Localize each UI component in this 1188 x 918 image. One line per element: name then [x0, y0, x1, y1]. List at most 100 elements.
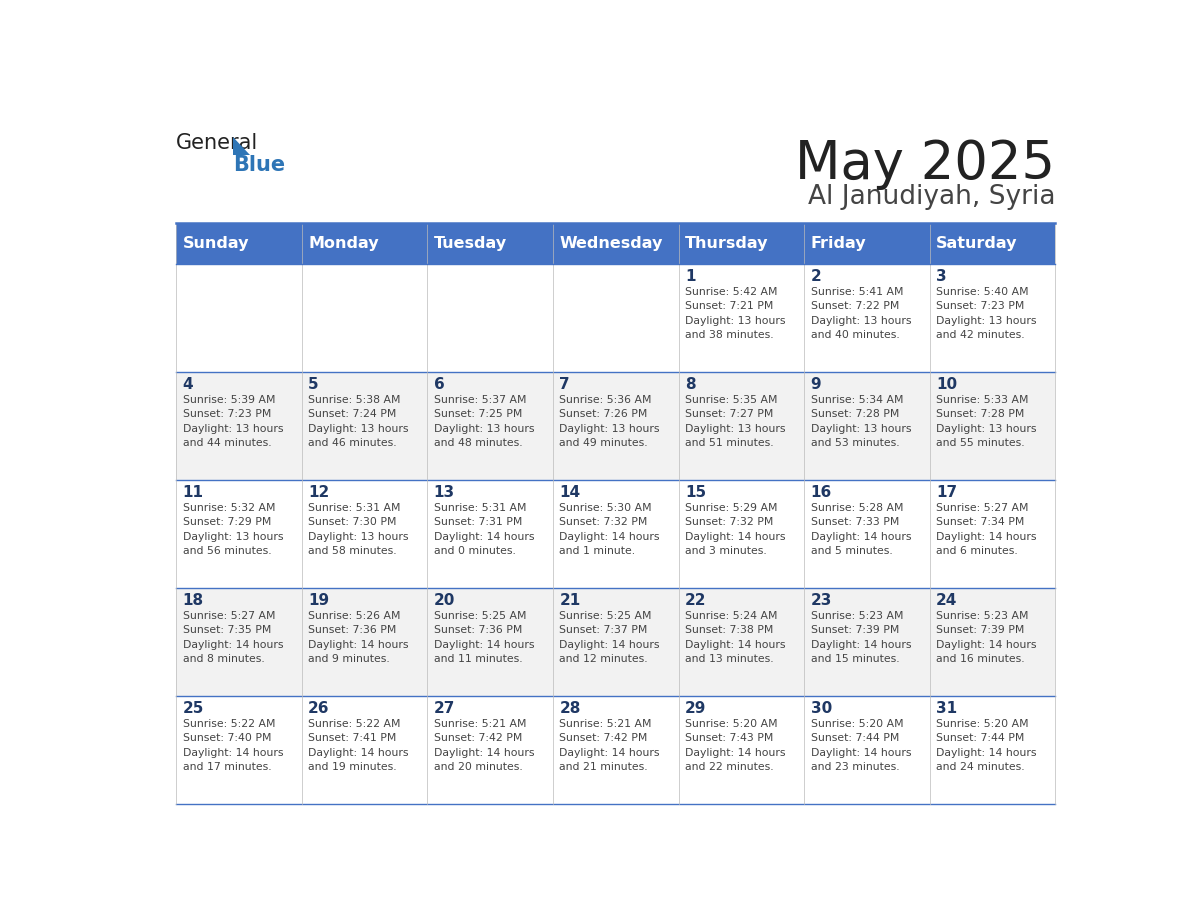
Bar [930, 696, 1055, 804]
Bar [930, 373, 1055, 480]
Text: Sunrise: 5:21 AM
Sunset: 7:42 PM
Daylight: 14 hours
and 20 minutes.: Sunrise: 5:21 AM Sunset: 7:42 PM Dayligh… [434, 719, 535, 772]
Text: May 2025: May 2025 [796, 139, 1055, 190]
Text: 8: 8 [685, 377, 696, 392]
Text: 26: 26 [308, 701, 330, 716]
Text: Sunrise: 5:33 AM
Sunset: 7:28 PM
Daylight: 13 hours
and 55 minutes.: Sunrise: 5:33 AM Sunset: 7:28 PM Dayligh… [936, 395, 1037, 448]
Bar [428, 480, 552, 588]
Text: Monday: Monday [308, 236, 379, 252]
Text: 4: 4 [183, 377, 194, 392]
Text: 22: 22 [685, 593, 707, 609]
Bar [804, 696, 930, 804]
Polygon shape [233, 137, 249, 155]
Text: Sunrise: 5:21 AM
Sunset: 7:42 PM
Daylight: 14 hours
and 21 minutes.: Sunrise: 5:21 AM Sunset: 7:42 PM Dayligh… [560, 719, 659, 772]
Text: 12: 12 [308, 486, 329, 500]
Text: 14: 14 [560, 486, 581, 500]
Text: Sunrise: 5:32 AM
Sunset: 7:29 PM
Daylight: 13 hours
and 56 minutes.: Sunrise: 5:32 AM Sunset: 7:29 PM Dayligh… [183, 503, 283, 556]
Bar [678, 223, 804, 264]
Bar [176, 373, 302, 480]
Text: Sunrise: 5:20 AM
Sunset: 7:44 PM
Daylight: 14 hours
and 24 minutes.: Sunrise: 5:20 AM Sunset: 7:44 PM Dayligh… [936, 719, 1037, 772]
Text: 13: 13 [434, 486, 455, 500]
Bar [176, 223, 302, 264]
Text: Thursday: Thursday [685, 236, 769, 252]
Text: Sunrise: 5:25 AM
Sunset: 7:37 PM
Daylight: 14 hours
and 12 minutes.: Sunrise: 5:25 AM Sunset: 7:37 PM Dayligh… [560, 610, 659, 664]
Text: 15: 15 [685, 486, 706, 500]
Text: Sunrise: 5:27 AM
Sunset: 7:35 PM
Daylight: 14 hours
and 8 minutes.: Sunrise: 5:27 AM Sunset: 7:35 PM Dayligh… [183, 610, 283, 664]
Text: 5: 5 [308, 377, 318, 392]
Bar [552, 588, 678, 696]
Text: Sunrise: 5:26 AM
Sunset: 7:36 PM
Daylight: 14 hours
and 9 minutes.: Sunrise: 5:26 AM Sunset: 7:36 PM Dayligh… [308, 610, 409, 664]
Text: 30: 30 [810, 701, 832, 716]
Text: 19: 19 [308, 593, 329, 609]
Text: 18: 18 [183, 593, 203, 609]
Bar [930, 588, 1055, 696]
Text: 31: 31 [936, 701, 958, 716]
Text: 7: 7 [560, 377, 570, 392]
Text: 29: 29 [685, 701, 707, 716]
Text: Sunrise: 5:31 AM
Sunset: 7:30 PM
Daylight: 13 hours
and 58 minutes.: Sunrise: 5:31 AM Sunset: 7:30 PM Dayligh… [308, 503, 409, 556]
Bar [428, 264, 552, 373]
Text: Wednesday: Wednesday [560, 236, 663, 252]
Text: Sunrise: 5:22 AM
Sunset: 7:41 PM
Daylight: 14 hours
and 19 minutes.: Sunrise: 5:22 AM Sunset: 7:41 PM Dayligh… [308, 719, 409, 772]
Text: Sunrise: 5:31 AM
Sunset: 7:31 PM
Daylight: 14 hours
and 0 minutes.: Sunrise: 5:31 AM Sunset: 7:31 PM Dayligh… [434, 503, 535, 556]
Text: General: General [176, 133, 258, 152]
Text: 27: 27 [434, 701, 455, 716]
Text: Sunday: Sunday [183, 236, 249, 252]
Text: Sunrise: 5:37 AM
Sunset: 7:25 PM
Daylight: 13 hours
and 48 minutes.: Sunrise: 5:37 AM Sunset: 7:25 PM Dayligh… [434, 395, 535, 448]
Bar [804, 264, 930, 373]
Bar [552, 696, 678, 804]
Bar [678, 480, 804, 588]
Bar [176, 696, 302, 804]
Text: Saturday: Saturday [936, 236, 1018, 252]
Text: Sunrise: 5:27 AM
Sunset: 7:34 PM
Daylight: 14 hours
and 6 minutes.: Sunrise: 5:27 AM Sunset: 7:34 PM Dayligh… [936, 503, 1037, 556]
Bar [930, 264, 1055, 373]
Text: 24: 24 [936, 593, 958, 609]
Text: 21: 21 [560, 593, 581, 609]
Text: 28: 28 [560, 701, 581, 716]
Text: Sunrise: 5:42 AM
Sunset: 7:21 PM
Daylight: 13 hours
and 38 minutes.: Sunrise: 5:42 AM Sunset: 7:21 PM Dayligh… [685, 286, 785, 340]
Bar [176, 480, 302, 588]
Bar [302, 373, 428, 480]
Bar [428, 696, 552, 804]
Text: Friday: Friday [810, 236, 866, 252]
Text: Sunrise: 5:28 AM
Sunset: 7:33 PM
Daylight: 14 hours
and 5 minutes.: Sunrise: 5:28 AM Sunset: 7:33 PM Dayligh… [810, 503, 911, 556]
Text: 6: 6 [434, 377, 444, 392]
Text: Sunrise: 5:20 AM
Sunset: 7:43 PM
Daylight: 14 hours
and 22 minutes.: Sunrise: 5:20 AM Sunset: 7:43 PM Dayligh… [685, 719, 785, 772]
Bar [302, 264, 428, 373]
Text: Sunrise: 5:38 AM
Sunset: 7:24 PM
Daylight: 13 hours
and 46 minutes.: Sunrise: 5:38 AM Sunset: 7:24 PM Dayligh… [308, 395, 409, 448]
Text: 20: 20 [434, 593, 455, 609]
Bar [930, 223, 1055, 264]
Bar [678, 696, 804, 804]
Bar [302, 480, 428, 588]
Bar [552, 223, 678, 264]
Text: Sunrise: 5:23 AM
Sunset: 7:39 PM
Daylight: 14 hours
and 15 minutes.: Sunrise: 5:23 AM Sunset: 7:39 PM Dayligh… [810, 610, 911, 664]
Text: 25: 25 [183, 701, 204, 716]
Bar [552, 373, 678, 480]
Bar [678, 588, 804, 696]
Bar [302, 696, 428, 804]
Text: 1: 1 [685, 269, 695, 285]
Bar [804, 480, 930, 588]
Text: Sunrise: 5:34 AM
Sunset: 7:28 PM
Daylight: 13 hours
and 53 minutes.: Sunrise: 5:34 AM Sunset: 7:28 PM Dayligh… [810, 395, 911, 448]
Bar [552, 480, 678, 588]
Bar [804, 373, 930, 480]
Text: 10: 10 [936, 377, 958, 392]
Text: Al Janudiyah, Syria: Al Janudiyah, Syria [808, 185, 1055, 210]
Text: 9: 9 [810, 377, 821, 392]
Text: Sunrise: 5:35 AM
Sunset: 7:27 PM
Daylight: 13 hours
and 51 minutes.: Sunrise: 5:35 AM Sunset: 7:27 PM Dayligh… [685, 395, 785, 448]
Bar [804, 223, 930, 264]
Text: Sunrise: 5:25 AM
Sunset: 7:36 PM
Daylight: 14 hours
and 11 minutes.: Sunrise: 5:25 AM Sunset: 7:36 PM Dayligh… [434, 610, 535, 664]
Bar [428, 588, 552, 696]
Bar [930, 480, 1055, 588]
Bar [428, 223, 552, 264]
Bar [678, 373, 804, 480]
Text: Sunrise: 5:22 AM
Sunset: 7:40 PM
Daylight: 14 hours
and 17 minutes.: Sunrise: 5:22 AM Sunset: 7:40 PM Dayligh… [183, 719, 283, 772]
Text: Sunrise: 5:30 AM
Sunset: 7:32 PM
Daylight: 14 hours
and 1 minute.: Sunrise: 5:30 AM Sunset: 7:32 PM Dayligh… [560, 503, 659, 556]
Text: Tuesday: Tuesday [434, 236, 507, 252]
Bar [302, 223, 428, 264]
Bar [176, 588, 302, 696]
Text: Sunrise: 5:36 AM
Sunset: 7:26 PM
Daylight: 13 hours
and 49 minutes.: Sunrise: 5:36 AM Sunset: 7:26 PM Dayligh… [560, 395, 659, 448]
Text: Sunrise: 5:40 AM
Sunset: 7:23 PM
Daylight: 13 hours
and 42 minutes.: Sunrise: 5:40 AM Sunset: 7:23 PM Dayligh… [936, 286, 1037, 340]
Bar [552, 264, 678, 373]
Text: Blue: Blue [233, 155, 285, 174]
Bar [804, 588, 930, 696]
